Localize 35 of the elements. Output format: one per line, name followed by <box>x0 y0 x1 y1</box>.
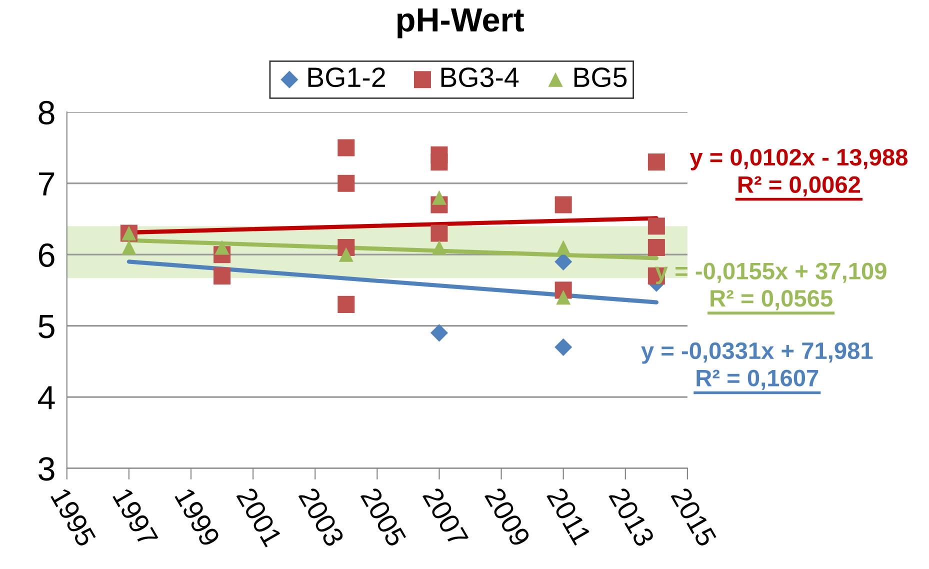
point <box>648 153 665 170</box>
point <box>556 240 571 255</box>
point <box>432 240 447 255</box>
point <box>338 296 355 313</box>
y-tick-label: 5 <box>38 314 54 338</box>
legend-label: BG1-2 <box>308 67 385 88</box>
point <box>338 139 355 156</box>
y-tick-label: 8 <box>38 100 54 124</box>
point <box>554 196 572 214</box>
legend-label: BG5 <box>574 67 627 88</box>
y-tick-label: 6 <box>38 243 54 267</box>
y-tick-label: 4 <box>38 386 55 410</box>
point <box>430 153 448 170</box>
y-tick-label: 3 <box>38 457 54 481</box>
text: R² = 0,0565 <box>710 290 832 310</box>
y-tick-label: 7 <box>38 172 54 196</box>
point <box>648 218 665 235</box>
point <box>554 338 572 356</box>
point <box>648 238 665 256</box>
point <box>214 267 231 284</box>
text: R² = 0,0062 <box>738 176 860 196</box>
point <box>338 247 354 262</box>
point <box>338 174 355 192</box>
point <box>122 240 136 255</box>
point <box>556 290 571 305</box>
text: y = 0,0102x - 13,988 <box>690 148 908 170</box>
point <box>430 324 448 342</box>
point <box>430 224 448 242</box>
point <box>214 240 230 255</box>
chart-title: pH-Wert <box>398 8 524 38</box>
point <box>432 190 447 205</box>
text: R² = 0,1607 <box>696 370 818 390</box>
point <box>554 252 572 270</box>
annotation: y = -0,0331x + 71,981 <box>641 342 873 364</box>
legend-label: BG3-4 <box>441 67 519 88</box>
